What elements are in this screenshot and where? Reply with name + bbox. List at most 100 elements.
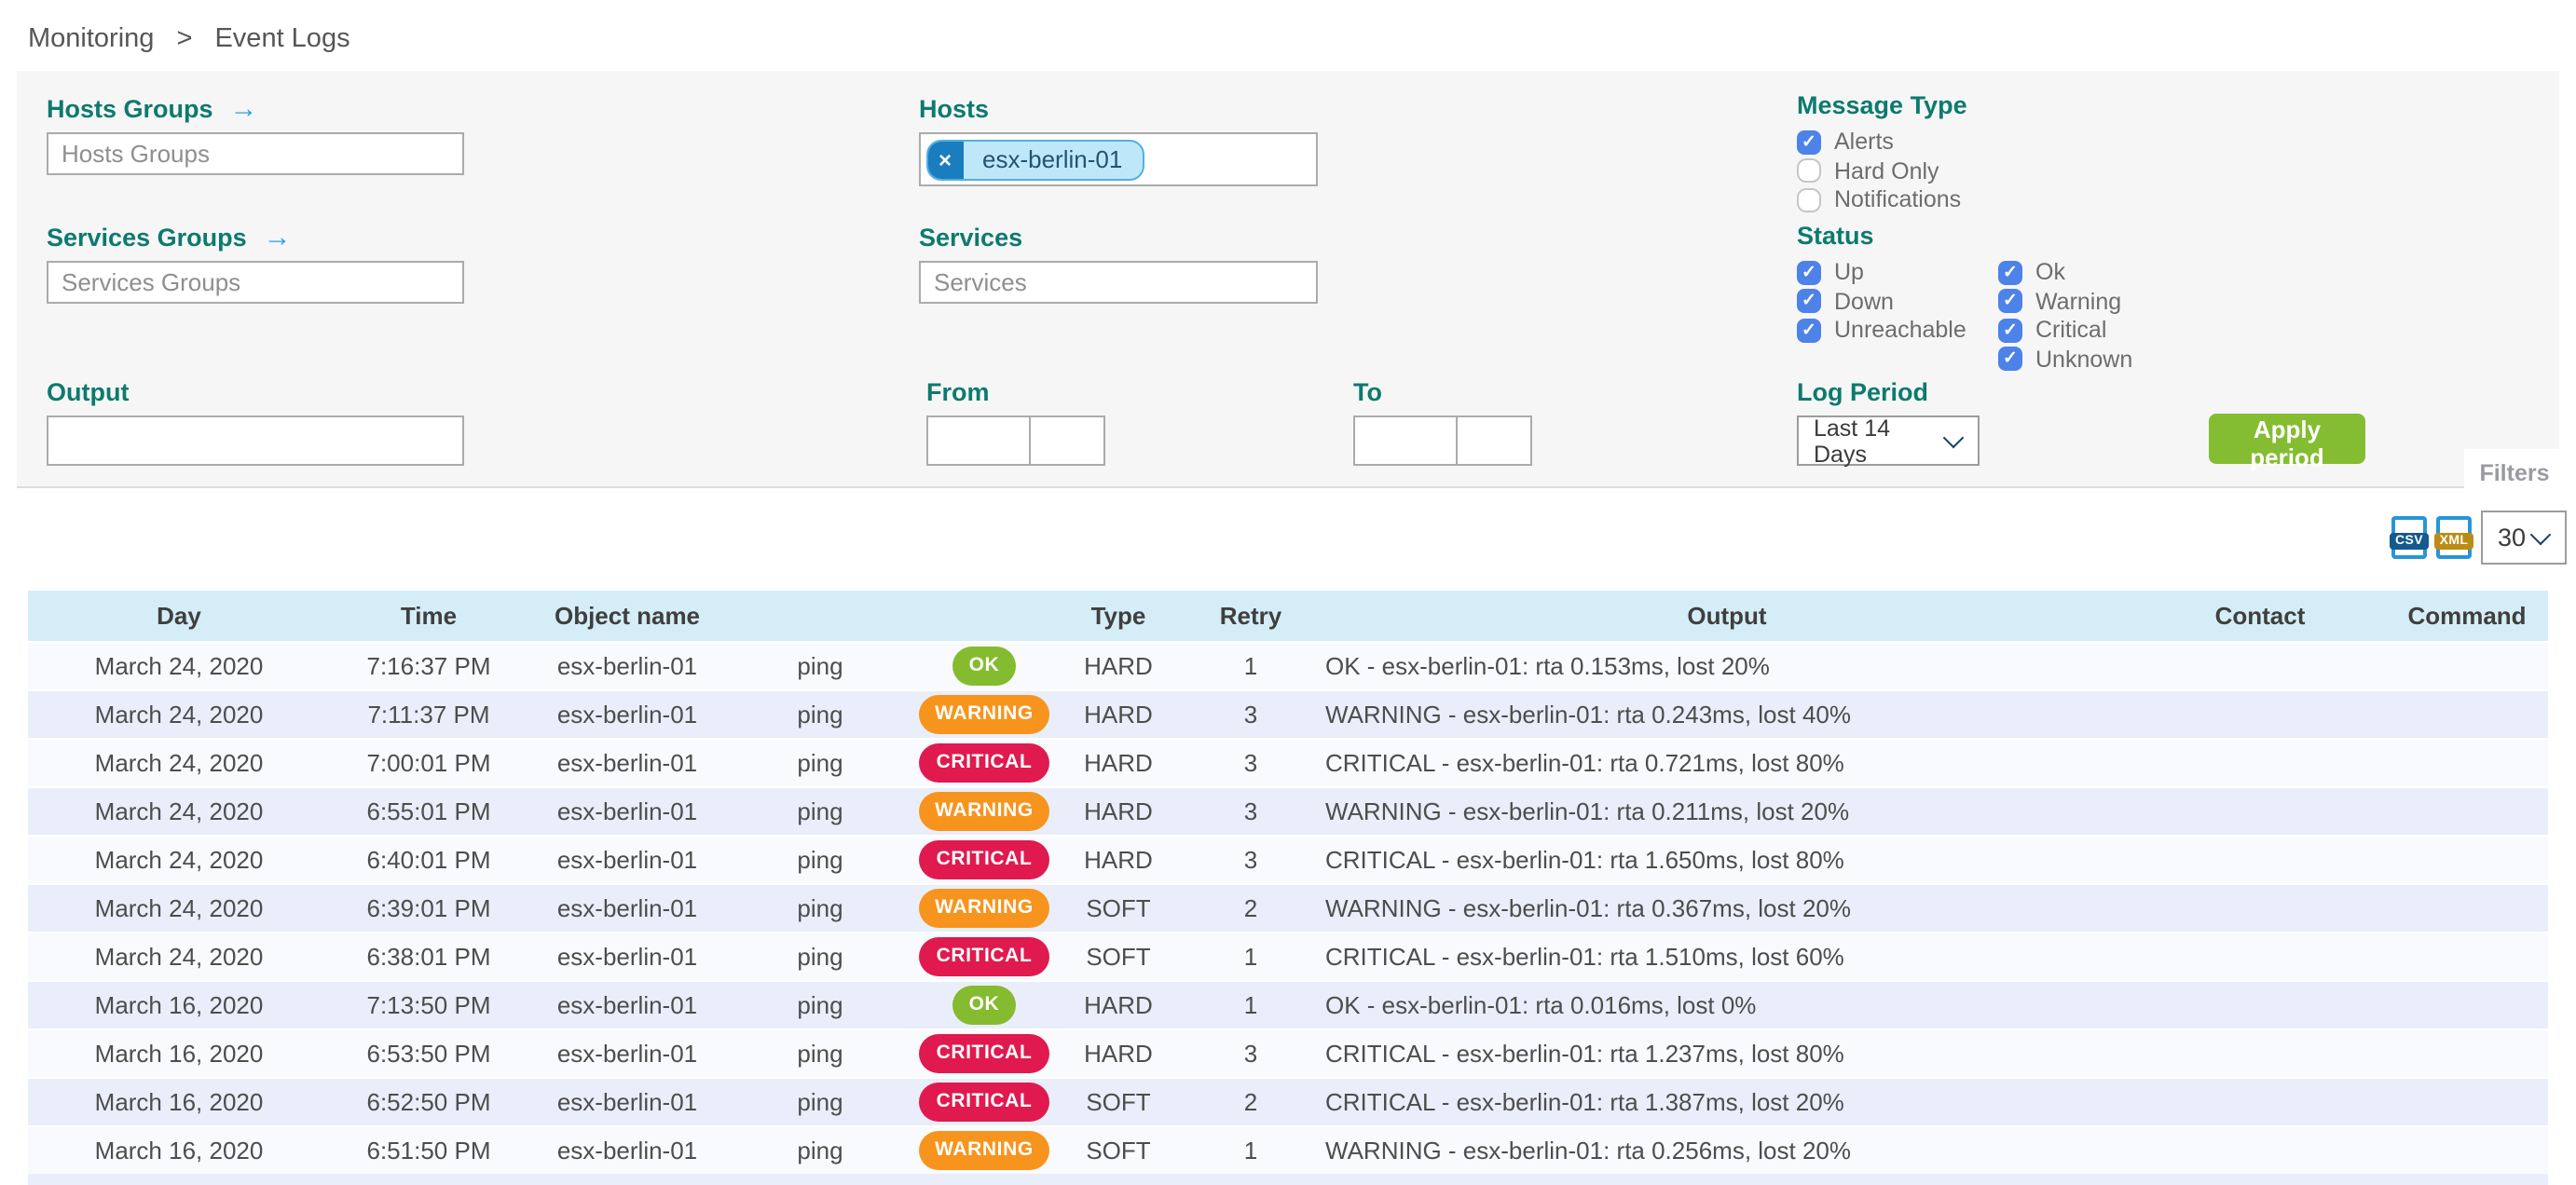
command-cell (2386, 690, 2548, 739)
arrow-right-icon[interactable]: → (263, 221, 292, 252)
to-label: To (1353, 377, 1382, 405)
column-header-output: Output (1320, 591, 2134, 643)
hosts-filter: Hosts × esx-berlin-01 (919, 93, 1318, 186)
apply-period-button[interactable]: Apply period (2209, 414, 2365, 471)
table-row: March 16, 2020 6:52:50 PM esx-berlin-01 pin… (28, 1078, 2548, 1126)
status-cell: WARNING (913, 1126, 1055, 1175)
breadcrumb-monitoring[interactable]: Monitoring (28, 24, 155, 54)
checked-checkbox-icon[interactable]: ✓ (1998, 347, 2022, 372)
csv-file-label: CSV (2390, 533, 2429, 550)
arrow-right-icon[interactable]: → (229, 92, 258, 124)
retry-cell: 3 (1243, 749, 1258, 777)
page-size-select[interactable]: 30 (2481, 511, 2567, 565)
object-name-cell: esx-berlin-01 (556, 797, 698, 825)
command-cell (2386, 739, 2548, 787)
table-row: March 24, 2020 7:00:01 PM esx-berlin-01 pin… (28, 739, 2548, 787)
checked-checkbox-icon[interactable]: ✓ (1998, 318, 2022, 343)
hosts-groups-input[interactable] (47, 132, 464, 175)
next-row-sliver (28, 1174, 2548, 1185)
services-input[interactable] (919, 261, 1318, 304)
type-cell: SOFT (1086, 1088, 1151, 1116)
command-cell (2386, 981, 2548, 1029)
time-cell: 6:39:01 PM (366, 894, 491, 922)
table-row: March 24, 2020 7:11:37 PM esx-berlin-01 pin… (28, 690, 2548, 739)
to-date-input[interactable] (1353, 415, 1458, 466)
breadcrumb-separator: > (176, 24, 193, 54)
output-cell: CRITICAL - esx-berlin-01: rta 1.387ms, l… (1325, 1088, 1844, 1116)
checkbox-option-warning[interactable]: ✓ Warning (1998, 287, 2132, 316)
status-badge: WARNING (918, 889, 1050, 928)
xml-file-label: XML (2434, 533, 2473, 550)
checkbox-option-hard-only[interactable]: Hard Only (1797, 157, 1967, 185)
column-header-retry: Retry (1182, 591, 1320, 643)
time-cell: 7:13:50 PM (366, 991, 491, 1019)
message-type-filter: Message Type ✓ Alerts Hard Only Notificatio… (1797, 89, 1967, 214)
from-date-input[interactable] (926, 415, 1031, 466)
checkbox-label: Unreachable (1834, 317, 1966, 344)
time-cell: 6:51:50 PM (366, 1137, 491, 1165)
object-name-cell: esx-berlin-01 (556, 894, 698, 922)
host-chip-label: esx-berlin-01 (982, 145, 1123, 173)
checkbox-option-ok[interactable]: ✓ Ok (1998, 258, 2132, 287)
command-cell (2386, 836, 2548, 884)
column-header-blank-4 (913, 591, 1055, 643)
export-csv-icon[interactable]: CSV (2390, 516, 2429, 559)
day-cell: March 24, 2020 (94, 749, 264, 777)
hosts-label: Hosts (919, 94, 990, 122)
hosts-groups-label-row: Hosts Groups → (47, 92, 464, 124)
breadcrumb-event-logs[interactable]: Event Logs (214, 24, 350, 54)
command-cell (2386, 1029, 2548, 1078)
type-cell: HARD (1084, 652, 1153, 680)
command-cell (2386, 884, 2548, 933)
column-header-blank-3 (727, 591, 913, 643)
checkbox-label: Alerts (1834, 129, 1894, 156)
checkbox-option-down[interactable]: ✓ Down (1797, 287, 1998, 316)
checkbox-option-unreachable[interactable]: ✓ Unreachable (1797, 316, 1998, 345)
services-groups-label: Services Groups (47, 223, 247, 251)
table-row: March 16, 2020 6:51:50 PM esx-berlin-01 pin… (28, 1126, 2548, 1175)
contact-cell (2134, 981, 2386, 1029)
time-cell: 6:53:50 PM (366, 1040, 491, 1068)
log-period-select[interactable]: Last 14 Days (1797, 415, 1980, 467)
filters-tab[interactable]: Filters (2464, 449, 2565, 497)
unchecked-checkbox-icon[interactable] (1797, 187, 1821, 212)
object-name-cell: esx-berlin-01 (556, 652, 698, 680)
unchecked-checkbox-icon[interactable] (1797, 158, 1821, 184)
column-header-command: Command (2386, 591, 2548, 643)
to-time-input[interactable] (1456, 415, 1532, 466)
service-cell: ping (797, 991, 843, 1019)
status-badge: OK (952, 986, 1017, 1025)
table-row: March 24, 2020 6:38:01 PM esx-berlin-01 pin… (28, 933, 2548, 981)
time-cell: 6:52:50 PM (366, 1088, 491, 1116)
checkbox-option-alerts[interactable]: ✓ Alerts (1797, 128, 1967, 157)
retry-cell: 2 (1243, 1088, 1258, 1116)
checked-checkbox-icon[interactable]: ✓ (1797, 260, 1821, 285)
output-input[interactable] (47, 415, 464, 466)
time-cell: 7:11:37 PM (367, 701, 490, 729)
checked-checkbox-icon[interactable]: ✓ (1797, 289, 1821, 314)
checked-checkbox-icon[interactable]: ✓ (1797, 129, 1821, 155)
log-period-value: Last 14 Days (1814, 415, 1891, 467)
retry-cell: 1 (1243, 943, 1258, 971)
from-time-input[interactable] (1029, 415, 1105, 466)
checkbox-option-critical[interactable]: ✓ Critical (1998, 316, 2132, 345)
page-size-value: 30 (2498, 524, 2527, 552)
checkbox-option-notifications[interactable]: Notifications (1797, 185, 1967, 214)
hosts-input[interactable]: × esx-berlin-01 (919, 132, 1318, 186)
services-groups-input[interactable] (47, 261, 464, 304)
checkbox-option-up[interactable]: ✓ Up (1797, 258, 1998, 287)
checked-checkbox-icon[interactable]: ✓ (1797, 318, 1821, 343)
retry-cell: 3 (1243, 797, 1258, 825)
export-xml-icon[interactable]: XML (2434, 516, 2473, 559)
checkbox-option-unknown[interactable]: ✓ Unknown (1998, 345, 2132, 374)
object-name-cell: esx-berlin-01 (556, 701, 698, 729)
command-cell (2386, 787, 2548, 836)
remove-chip-button[interactable]: × (928, 141, 964, 178)
checked-checkbox-icon[interactable]: ✓ (1998, 289, 2022, 314)
time-cell: 7:16:37 PM (366, 652, 491, 680)
checked-checkbox-icon[interactable]: ✓ (1998, 260, 2022, 285)
table-header-row: Day Time Object name Type Retry Output Contact… (28, 591, 2548, 643)
status-cell: CRITICAL (913, 1078, 1055, 1126)
status-options-service: ✓ Ok ✓ Warning ✓ Critical ✓ Unknown (1998, 258, 2132, 374)
service-cell: ping (797, 943, 843, 971)
